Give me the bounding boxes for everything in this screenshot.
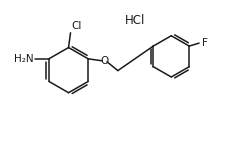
Text: O: O [100,56,108,66]
Text: F: F [202,38,208,48]
Text: H₂N: H₂N [14,54,34,64]
Text: Cl: Cl [72,21,82,31]
Text: HCl: HCl [124,14,145,27]
